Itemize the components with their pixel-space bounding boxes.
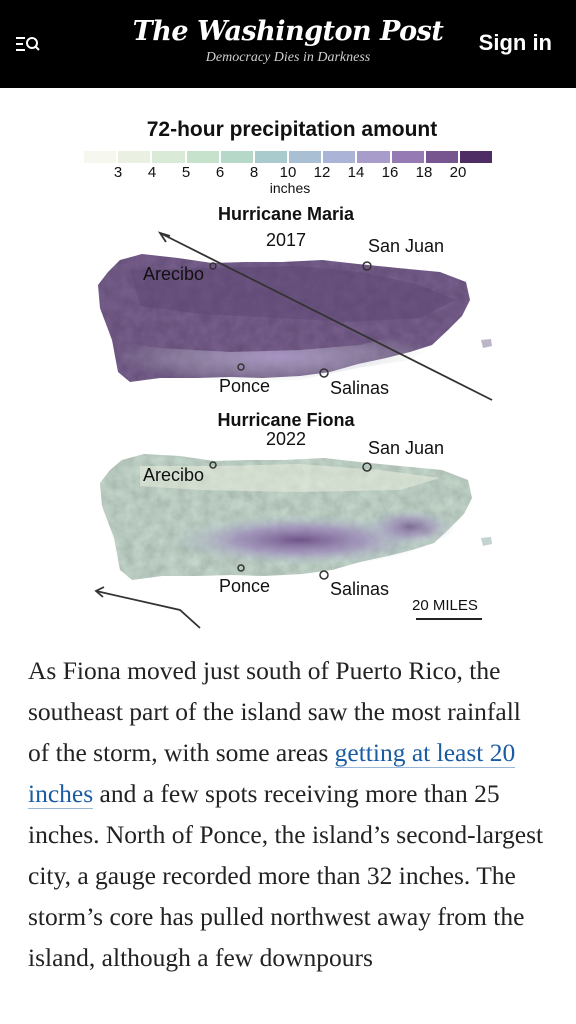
fiona-year: 2022 [265, 429, 307, 449]
maria-storm-track [159, 232, 493, 401]
legend-unit: inches [269, 180, 311, 196]
legend-swatch-1 [118, 151, 151, 163]
legend-tick-5: 5 [181, 164, 191, 181]
fiona-title: Hurricane Fiona [217, 410, 355, 430]
scale-bar [416, 618, 482, 620]
maria-label-arecibo: Arecibo [143, 264, 205, 284]
legend-swatch-4 [220, 151, 253, 163]
maria-ponce-dot [237, 363, 245, 371]
fiona-label-ponce: Ponce [219, 576, 271, 596]
legend-title: 72-hour precipitation amount [146, 118, 438, 141]
article-link[interactable]: getting at least 20 inches [28, 738, 516, 809]
fiona-label-salinas: Salinas [330, 579, 390, 599]
maria-south-coast [112, 330, 440, 384]
legend-swatch-5 [254, 151, 288, 163]
maria-small-island [481, 339, 492, 348]
fiona-arecibo-dot [209, 461, 217, 469]
maria-label-ponce: Ponce [219, 376, 271, 396]
maria-track-arrowhead [157, 231, 171, 243]
legend-tick-20: 20 [449, 164, 467, 181]
maria-year: 2017 [265, 230, 307, 250]
maria-arecibo-dot [209, 262, 217, 270]
legend-swatch-7 [323, 151, 356, 163]
legend-tick-3: 3 [113, 164, 123, 181]
legend-color-scale [84, 151, 493, 163]
fiona-label-arecibo: Arecibo [143, 465, 205, 485]
legend-swatch-2 [152, 151, 185, 163]
legend-tick-8: 8 [249, 164, 259, 181]
legend-swatch-8 [357, 151, 390, 163]
maria-salinas-dot [319, 368, 329, 378]
fiona-rain-east [365, 509, 455, 545]
maria-label-salinas: Salinas [330, 378, 390, 398]
scale-label: 20 MILES [412, 597, 478, 614]
fiona-salinas-dot [319, 570, 329, 580]
fiona-label-san-juan: San Juan [368, 438, 445, 458]
site-logo[interactable]: The Washington Post Democracy Dies in Da… [0, 16, 576, 66]
logo-tagline: Democracy Dies in Darkness [205, 50, 371, 66]
fiona-track-arrowhead [94, 586, 105, 598]
fiona-map [94, 454, 492, 629]
legend-swatch-6 [289, 151, 322, 163]
article-paragraph: As Fiona moved just south of Puerto Rico… [28, 650, 548, 978]
legend-tick-14: 14 [347, 164, 365, 181]
top-bar: The Washington Post Democracy Dies in Da… [0, 0, 576, 88]
legend-tick-16: 16 [381, 164, 399, 181]
legend-swatch-9 [391, 151, 424, 163]
fiona-san-juan-dot [362, 462, 372, 472]
article-text-after: and a few spots receiving more than 25 i… [28, 779, 544, 972]
legend-tick-12: 12 [313, 164, 331, 181]
sign-in-button[interactable]: Sign in [478, 30, 552, 55]
legend-ticks: 3 4 5 6 8 10 12 14 16 18 20 [0, 164, 576, 184]
article-text-before: As Fiona moved just south of Puerto Rico… [28, 656, 521, 767]
legend-swatch-10 [425, 151, 458, 163]
maria-north-dark [130, 266, 455, 322]
fiona-small-island [481, 537, 492, 546]
legend-tick-18: 18 [415, 164, 433, 181]
legend-tick-10: 10 [279, 164, 297, 181]
precipitation-maps [94, 231, 493, 629]
legend-swatch-0 [84, 151, 117, 163]
legend-swatch-11 [459, 151, 493, 163]
fiona-ponce-dot [237, 564, 245, 572]
fiona-storm-track [95, 590, 201, 629]
menu-search-icon[interactable] [12, 30, 44, 58]
legend-tick-4: 4 [147, 164, 157, 181]
maria-title: Hurricane Maria [217, 204, 355, 224]
maria-map [98, 231, 493, 401]
legend-tick-6: 6 [215, 164, 225, 181]
maria-san-juan-dot [362, 261, 372, 271]
maria-label-san-juan: San Juan [368, 236, 445, 256]
logo-title: The Washington Post [132, 16, 444, 47]
legend-swatch-3 [186, 151, 219, 163]
